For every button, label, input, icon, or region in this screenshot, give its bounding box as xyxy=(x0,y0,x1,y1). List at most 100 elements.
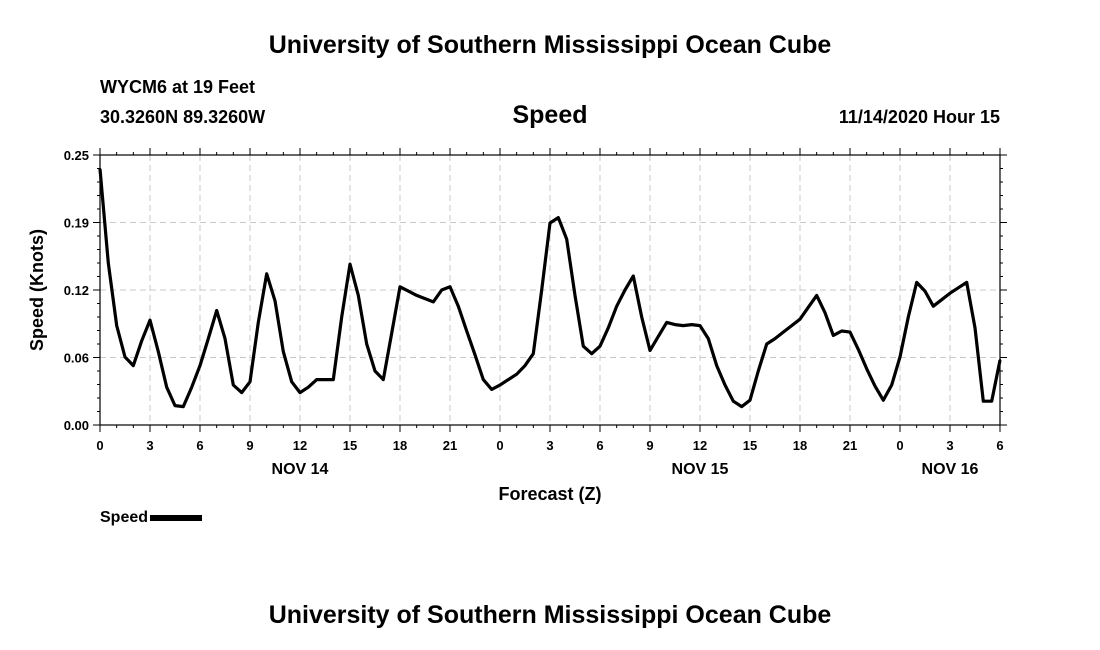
data-point xyxy=(490,388,493,391)
legend: Speed xyxy=(100,509,203,527)
date-label: NOV 14 xyxy=(272,461,329,478)
data-point xyxy=(807,306,810,309)
data-point xyxy=(882,399,885,402)
data-point xyxy=(123,355,127,359)
x-tick-label: 6 xyxy=(996,438,1003,453)
data-point xyxy=(607,326,610,329)
data-point xyxy=(932,305,935,308)
data-point xyxy=(273,299,277,302)
data-point xyxy=(223,337,227,340)
data-point xyxy=(507,378,510,381)
y-tick-label: 0.25 xyxy=(64,148,89,163)
data-point xyxy=(532,352,535,355)
data-point xyxy=(982,400,985,403)
data-point xyxy=(432,300,435,304)
data-point xyxy=(348,262,352,266)
x-tick-labels: 0 3 6 9 12 15 18 21 0 3 6 9 12 15 18 21 0 3 6 xyxy=(96,438,1003,453)
data-point xyxy=(557,216,560,219)
legend-label: Speed xyxy=(100,509,149,526)
data-point xyxy=(357,294,360,297)
x-tick-label: 0 xyxy=(96,438,103,453)
data-point xyxy=(740,405,743,408)
data-point xyxy=(940,298,943,301)
data-point xyxy=(965,281,968,284)
data-point xyxy=(732,400,735,403)
x-tick-label: 3 xyxy=(546,438,553,453)
data-point xyxy=(190,386,193,389)
data-point xyxy=(748,399,752,402)
x-tick-label: 3 xyxy=(946,438,953,453)
data-point xyxy=(957,286,960,289)
data-point xyxy=(715,364,718,367)
data-point xyxy=(473,353,477,356)
y-tick-label: 0.00 xyxy=(64,418,89,433)
data-point xyxy=(257,321,260,324)
data-point xyxy=(840,329,843,333)
data-point xyxy=(173,404,177,407)
x-tick-label: 9 xyxy=(246,438,253,453)
data-point xyxy=(798,318,802,321)
data-point xyxy=(323,378,327,381)
data-point xyxy=(407,289,410,293)
data-point xyxy=(232,383,235,387)
grid xyxy=(100,155,1000,425)
data-point xyxy=(690,323,693,326)
data-point xyxy=(290,380,293,383)
data-point xyxy=(873,384,877,388)
location-label: 30.3260N 89.3260W xyxy=(100,107,266,127)
data-point xyxy=(865,367,868,370)
data-point xyxy=(682,324,685,327)
x-tick-label: 21 xyxy=(843,438,857,453)
data-point xyxy=(365,342,368,346)
data-point xyxy=(482,378,485,381)
legend-swatch xyxy=(150,514,203,521)
data-point xyxy=(648,349,652,352)
timestamp-label: 11/14/2020 Hour 15 xyxy=(838,107,1000,127)
series-points xyxy=(98,167,1002,408)
data-point xyxy=(157,350,160,353)
date-label: NOV 15 xyxy=(672,461,729,478)
data-point xyxy=(390,332,393,335)
station-label: WYCM6 at 19 Feet xyxy=(100,77,256,97)
data-point xyxy=(823,311,827,314)
y-tick-label: 0.06 xyxy=(64,351,89,366)
x-tick-label: 6 xyxy=(596,438,603,453)
axis-ticks xyxy=(93,148,1007,432)
data-point xyxy=(207,337,210,340)
data-point xyxy=(440,288,443,292)
x-tick-label: 12 xyxy=(293,438,307,453)
data-point xyxy=(198,364,202,367)
y-tick-label: 0.19 xyxy=(64,216,89,231)
data-point xyxy=(890,383,893,387)
x-tick-label: 0 xyxy=(896,438,903,453)
data-point xyxy=(848,330,852,334)
data-point xyxy=(515,373,518,376)
data-point xyxy=(423,297,427,300)
x-tick-label: 15 xyxy=(743,438,757,453)
data-point xyxy=(523,364,527,367)
data-point xyxy=(790,324,793,327)
data-point xyxy=(298,391,302,394)
data-point xyxy=(373,369,377,373)
data-point xyxy=(857,348,860,351)
data-point xyxy=(907,315,910,319)
x-tick-label: 15 xyxy=(343,438,357,453)
footer-title: University of Southern Mississippi Ocean… xyxy=(268,601,832,629)
y-axis-label: Speed (Knots) xyxy=(27,229,47,351)
data-point xyxy=(282,350,285,353)
data-point xyxy=(448,285,452,288)
data-point xyxy=(990,400,993,403)
data-point xyxy=(590,352,593,355)
data-point xyxy=(98,167,102,171)
data-point xyxy=(182,405,185,408)
chart-title: Speed xyxy=(512,101,588,129)
data-point xyxy=(340,315,343,319)
data-point xyxy=(673,323,677,326)
x-tick-label: 21 xyxy=(443,438,457,453)
data-point xyxy=(107,261,110,265)
x-tick-label: 0 xyxy=(496,438,503,453)
data-point xyxy=(723,383,727,387)
data-point xyxy=(457,305,460,308)
data-point xyxy=(898,355,902,359)
data-point xyxy=(115,324,118,327)
